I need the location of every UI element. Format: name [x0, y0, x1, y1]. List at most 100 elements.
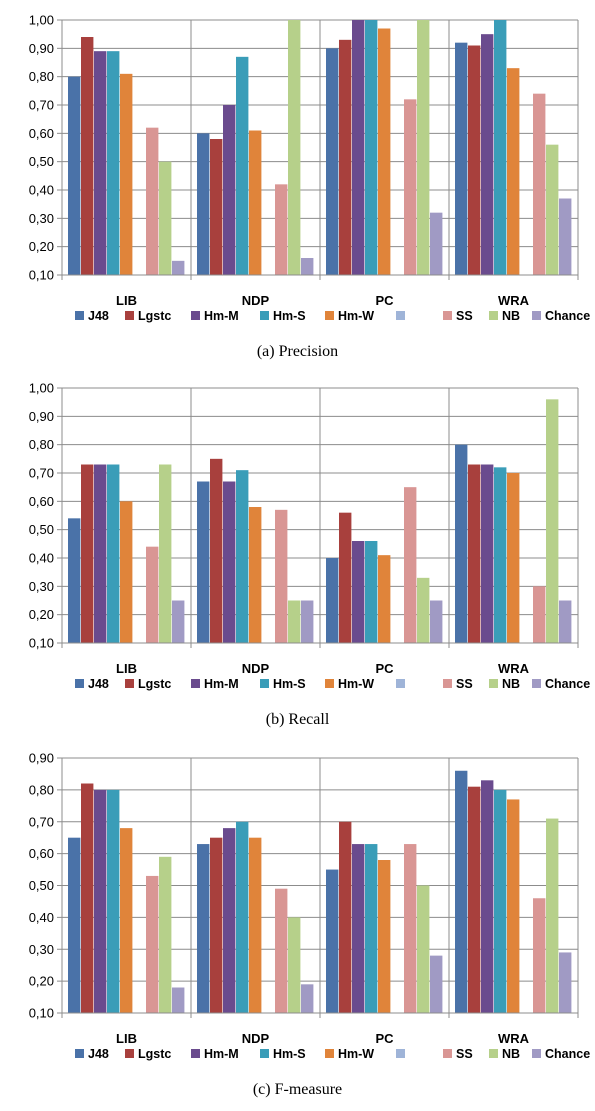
- category-label: NDP: [242, 1031, 270, 1046]
- bar-hm-w-lib: [120, 73, 133, 275]
- bar-hm-s-ndp: [236, 470, 249, 643]
- legend-label: NB: [502, 677, 520, 691]
- bar-nb-pc: [417, 20, 430, 275]
- bar-chance-wra: [559, 600, 572, 643]
- legend-label: SS: [456, 1047, 473, 1061]
- bar-j48-lib: [68, 837, 81, 1013]
- legend-swatch: [443, 1049, 452, 1058]
- bar-nb-ndp: [288, 600, 301, 643]
- bar-hm-m-wra: [481, 34, 494, 275]
- y-tick-label: 0,50: [29, 522, 54, 537]
- bar-hm-s-wra: [494, 20, 507, 275]
- bar-hm-s-ndp: [236, 56, 249, 276]
- legend-swatch: [325, 679, 334, 688]
- bar-nb-lib: [159, 856, 172, 1013]
- bar-chance-wra: [559, 952, 572, 1013]
- bar-hm-w-ndp: [249, 507, 262, 643]
- bar-lgstc-lib: [81, 37, 94, 275]
- legend-swatch: [260, 679, 269, 688]
- legend-label: Hm-S: [273, 677, 306, 691]
- bar-hm-m-lib: [94, 464, 107, 643]
- bar-ss-wra: [533, 586, 546, 643]
- bar-nb-ndp: [288, 917, 301, 1013]
- f-measure-chart: 0,10 0,20 0,30 0,40 0,50 0,60 0,70 0,80 0,90 LIB N…: [29, 751, 591, 1099]
- bar-chance-lib: [172, 600, 185, 643]
- legend-swatch: [396, 679, 405, 688]
- category-label: LIB: [116, 661, 137, 676]
- bar-ss-wra: [533, 898, 546, 1013]
- legend-label: Chance: [545, 1047, 590, 1061]
- bar-lgstc-wra: [468, 786, 481, 1013]
- legend-swatch: [489, 311, 498, 320]
- bar-hm-m-pc: [352, 844, 365, 1013]
- legend-swatch: [443, 679, 452, 688]
- category-label: LIB: [116, 1031, 137, 1046]
- legend-swatch: [191, 311, 200, 320]
- bar-ss-pc: [404, 99, 417, 275]
- bar-lgstc-pc: [339, 512, 352, 643]
- legend-swatch: [75, 679, 84, 688]
- bar-hm-m-wra: [481, 464, 494, 643]
- bar-hm-m-wra: [481, 780, 494, 1013]
- legend-swatch: [396, 311, 405, 320]
- bar-lgstc-ndp: [210, 458, 223, 643]
- y-tick-label: 0,60: [29, 126, 54, 141]
- legend-swatch: [443, 311, 452, 320]
- chart-caption: (b) Recall: [266, 711, 330, 728]
- bar-hm-m-pc: [352, 20, 365, 275]
- y-tick-label: 0,20: [29, 239, 54, 254]
- bar-hm-m-lib: [94, 789, 107, 1013]
- y-tick-label: 0,80: [29, 782, 54, 797]
- bar-lgstc-ndp: [210, 837, 223, 1013]
- y-tick-label: 0,40: [29, 910, 54, 925]
- y-tick-label: 0,50: [29, 878, 54, 893]
- bar-nb-lib: [159, 161, 172, 275]
- legend-label: Chance: [545, 309, 590, 323]
- bar-lgstc-wra: [468, 45, 481, 275]
- category-label: NDP: [242, 293, 270, 308]
- y-tick-label: 0,80: [29, 437, 54, 452]
- legend-label: Hm-S: [273, 1047, 306, 1061]
- y-tick-label: 0,30: [29, 211, 54, 226]
- bar-ss-lib: [146, 875, 159, 1013]
- bar-hm-m-ndp: [223, 828, 236, 1013]
- bar-hm-m-ndp: [223, 481, 236, 643]
- legend-label: Hm-W: [338, 309, 374, 323]
- legend-label: NB: [502, 309, 520, 323]
- legend-label: Hm-M: [204, 677, 239, 691]
- bar-ss-ndp: [275, 509, 288, 643]
- legend-swatch: [489, 1049, 498, 1058]
- legend-swatch: [489, 679, 498, 688]
- bar-ss-ndp: [275, 184, 288, 275]
- y-tick-label: 0,20: [29, 974, 54, 989]
- bar-hm-w-ndp: [249, 130, 262, 275]
- y-tick-label: 0,70: [29, 814, 54, 829]
- legend-swatch: [325, 311, 334, 320]
- legend-label: Hm-M: [204, 1047, 239, 1061]
- y-tick-label: 0,40: [29, 551, 54, 566]
- bar-nb-pc: [417, 577, 430, 643]
- bar-nb-ndp: [288, 20, 301, 275]
- legend-swatch: [75, 311, 84, 320]
- category-label: PC: [375, 293, 394, 308]
- legend-swatch: [532, 1049, 541, 1058]
- bar-chance-lib: [172, 260, 185, 275]
- y-tick-label: 0,10: [29, 1006, 54, 1021]
- bar-hm-w-ndp: [249, 837, 262, 1013]
- bar-chance-lib: [172, 987, 185, 1013]
- category-label: PC: [375, 661, 394, 676]
- bar-ss-lib: [146, 127, 159, 276]
- bar-lgstc-wra: [468, 464, 481, 643]
- legend-label: Lgstc: [138, 677, 171, 691]
- bar-hm-m-lib: [94, 51, 107, 275]
- bar-hm-s-lib: [107, 51, 120, 275]
- y-tick-label: 1,00: [29, 13, 54, 28]
- bar-hm-s-wra: [494, 467, 507, 643]
- bar-hm-s-ndp: [236, 821, 249, 1013]
- bar-chance-ndp: [301, 600, 314, 643]
- legend-swatch: [325, 1049, 334, 1058]
- bar-hm-s-pc: [365, 20, 378, 275]
- y-tick-label: 0,50: [29, 154, 54, 169]
- legend-label: Lgstc: [138, 1047, 171, 1061]
- legend-label: SS: [456, 677, 473, 691]
